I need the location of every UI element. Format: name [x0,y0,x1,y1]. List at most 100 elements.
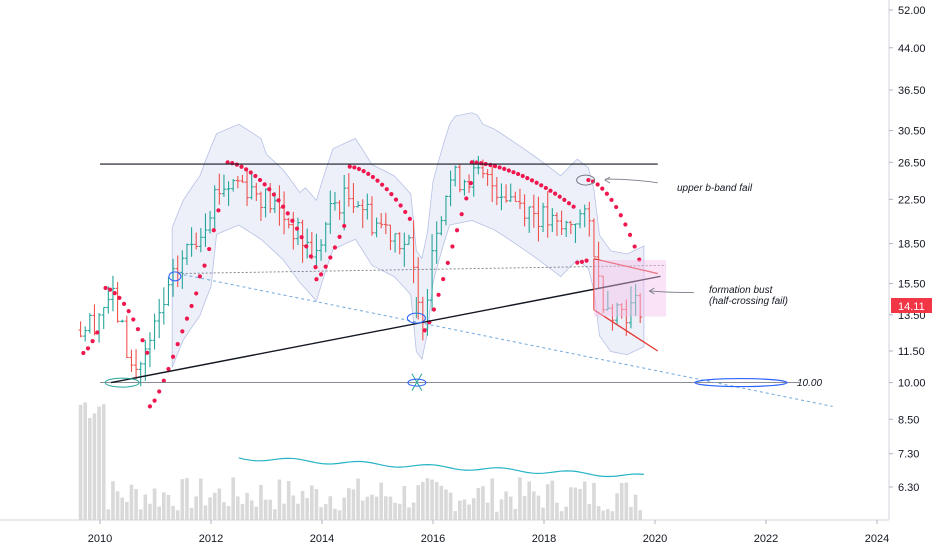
volume-bar [282,503,286,520]
volume-bar [448,492,453,520]
price-tick-label: 15.50 [898,279,926,291]
sar-dot [332,245,338,250]
volume-bar [273,509,277,520]
price-axis[interactable]: 52.00 44.00 36.50 30.50 26.50 22.50 18.50 15.50… [889,5,926,494]
time-axis[interactable]: 2010 2012 2014 2016 2018 2020 2022 2024 [88,520,889,545]
sar-dot [393,197,399,202]
sar-dot [595,182,600,187]
sar-dot [90,339,95,344]
rising-trendline [110,275,661,384]
sar-dot [356,166,362,172]
arrow-upper-band [605,178,658,184]
sar-dot [384,187,389,192]
volume-bar [291,495,296,520]
volume-bar [416,485,420,520]
sar-dot [352,165,357,170]
sar-dot [145,350,150,355]
sar-dot [464,196,469,201]
arrow-formation-bust [649,290,694,294]
sar-dot [281,204,286,209]
volume-bar [296,503,300,520]
volume-bar [189,507,194,520]
volume-bar [208,497,212,520]
sar-dot [189,303,194,309]
sar-dot [511,170,516,175]
target-ellipse [694,377,788,388]
sar-dot [170,354,176,359]
sar-dot [267,187,272,192]
volume-bar [356,478,360,520]
sar-dot [85,346,91,351]
volume-bar [240,503,245,520]
sar-dot [609,197,614,203]
sar-dot [216,208,221,213]
sar-dot [211,228,216,233]
volume-bar [120,497,124,520]
volume-bars [78,402,642,520]
cross-marker-b [411,373,423,391]
sar-dot [271,192,276,197]
drawings[interactable] [100,163,833,407]
sar-dot [299,235,304,240]
sar-dot [313,265,318,270]
price-tick-label: 36.50 [898,85,926,97]
sar-dot [112,290,117,296]
volume-bar [286,481,291,520]
volume-bar [379,482,383,520]
volume-moving-average [238,457,644,478]
sar-dot [366,171,371,176]
volume-bar [365,496,370,520]
price-tick-label: 30.50 [898,126,926,138]
sar-dot [627,232,633,237]
pennant-upper [593,258,658,275]
sar-dot [347,164,352,169]
sar-dot [140,338,145,343]
volume-bar [481,486,485,520]
volume-bar [277,479,282,520]
volume-bar [245,492,249,520]
volume-bar [397,503,402,520]
sar-dot [516,171,521,177]
price-tick-label: 26.50 [898,157,926,169]
volume-bar [550,480,555,520]
sar-dot [308,254,313,259]
sar-dot [539,183,544,188]
sar-dot [459,212,464,217]
volume-bar [333,508,337,520]
volume-bar [129,484,134,520]
sar-dot [253,173,258,179]
volume-bar [310,485,314,520]
sar-dot [548,188,553,193]
volume-bar [439,485,444,520]
sar-dot [276,198,281,203]
sar-dot [166,366,171,372]
sar-dot [398,203,403,208]
time-tick-label: 2012 [199,533,223,545]
price-tick-label: 8.50 [898,414,919,426]
volume-bar [185,478,189,520]
volume-bar [323,504,328,520]
cross-ellipse [407,378,427,387]
volume-bar [411,502,416,520]
sar-dot [194,291,199,296]
price-tick-label: 6.30 [898,482,919,494]
volume-bar [305,497,309,520]
formation-highlight [593,260,667,317]
last-price-badge: 14.11 [891,298,932,313]
sar-dot [147,404,153,409]
sar-dot [285,211,290,216]
volume-bar [555,502,559,520]
sar-dot [600,186,605,191]
sar-dot [562,197,567,202]
volume-bar [236,496,240,520]
sar-dot [290,218,295,223]
sar-dot [566,201,572,206]
sar-dot [108,287,113,292]
volume-bar [471,498,476,520]
sar-dot [157,389,162,394]
volume-bar [522,496,527,520]
sar-dot [323,264,328,269]
volume-bar [596,506,601,520]
bollinger-band [171,112,645,368]
